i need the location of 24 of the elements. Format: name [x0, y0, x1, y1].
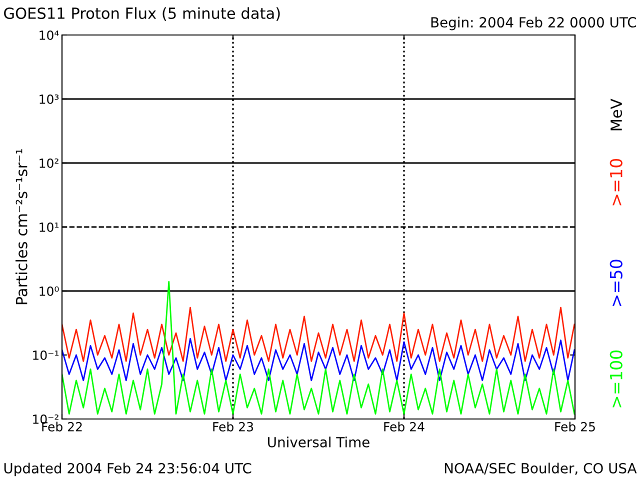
x-tick-label: Feb 23	[213, 422, 253, 432]
line-series	[62, 338, 575, 382]
y-tick-label: 10⁻²	[33, 414, 58, 424]
y-tick-label: 10²	[40, 158, 58, 168]
x-tick-label: Feb 25	[555, 422, 595, 432]
text: NOAA/SEC Boulder, CO USA	[444, 462, 637, 475]
line-series	[62, 280, 575, 415]
y-tick-label: 10³	[40, 94, 59, 104]
y-tick-label: 10⁻¹	[33, 350, 59, 360]
legend-title: MeV	[610, 98, 622, 130]
y-tick-label: 10¹	[40, 222, 59, 232]
text: >=10	[610, 158, 622, 206]
y-axis-title: Particles cm⁻²s⁻¹sr⁻¹	[16, 149, 28, 304]
y-tick-label: 10⁴	[40, 30, 59, 40]
x-tick-label: Feb 24	[384, 422, 424, 432]
y-tick-label: 10⁰	[40, 286, 59, 296]
x-axis-title: Universal Time	[268, 436, 370, 448]
x-tick-label: Feb 22	[42, 422, 82, 432]
text: >=50	[610, 260, 622, 306]
chart-title: GOES11 Proton Flux (5 minute data)	[4, 7, 280, 21]
chart-subtitle: Begin: 2004 Feb 22 0000 UTC	[431, 16, 636, 30]
text: >=100	[610, 350, 622, 408]
line-series	[62, 306, 575, 362]
text: Updated 2004 Feb 24 23:56:04 UTC	[4, 462, 252, 476]
